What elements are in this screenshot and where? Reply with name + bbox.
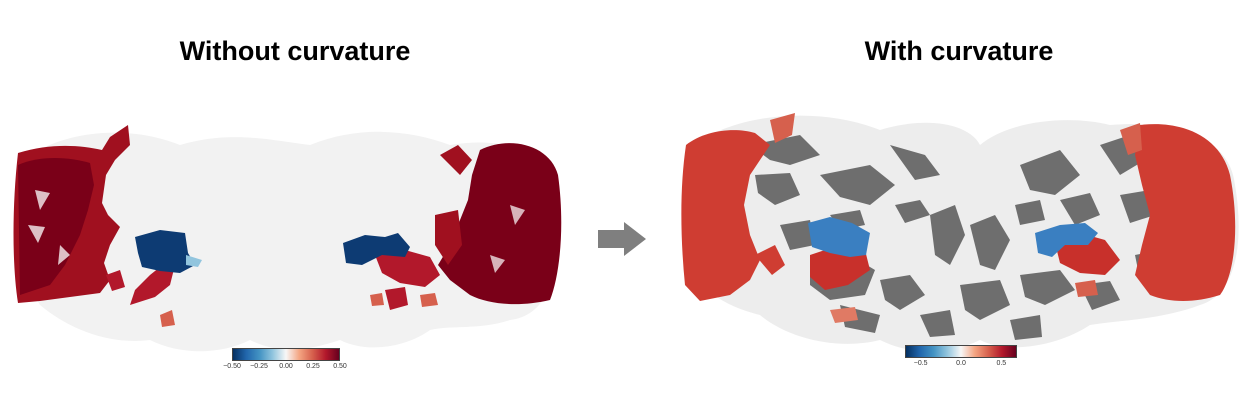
flatmap-without-curvature	[13, 125, 562, 352]
left-panel: Without curvature	[0, 0, 580, 409]
right-panel-title: With curvature	[864, 36, 1054, 66]
left-hemisphere-negative	[135, 230, 195, 273]
flatmap-with-curvature	[681, 113, 1239, 352]
right-colorbar-gradient	[905, 345, 1017, 358]
left-colorbar-gradient	[232, 348, 340, 361]
curvature-pattern	[750, 135, 1165, 340]
left-colorbar-tick: −0.25	[250, 363, 268, 370]
left-colorbar-tick: 0.25	[306, 363, 320, 370]
right-colorbar-tick: −0.5	[913, 360, 928, 367]
left-colorbar-ticks: −0.50 −0.25 0.00 0.25 0.50	[223, 361, 347, 373]
right-colorbar-ticks: −0.5 0.0 0.5	[905, 358, 1017, 370]
right-hemisphere-negative	[1035, 223, 1098, 257]
left-hemisphere-negative	[808, 217, 870, 257]
left-colorbar-tick: 0.50	[333, 363, 347, 370]
right-colorbar-tick: 0.5	[996, 360, 1007, 367]
left-panel-title: Without curvature	[179, 36, 411, 66]
right-colorbar: −0.5 0.0 0.5	[905, 345, 1017, 370]
left-colorbar-tick: 0.00	[279, 363, 293, 370]
left-colorbar-tick: −0.50	[223, 363, 241, 370]
left-hemisphere-activation	[13, 125, 175, 327]
left-colorbar: −0.50 −0.25 0.00 0.25 0.50	[223, 348, 347, 373]
right-arrow-icon	[598, 222, 646, 256]
right-hemisphere-negative	[343, 233, 410, 265]
right-colorbar-tick: 0.0	[956, 360, 966, 367]
right-hemisphere-activation	[370, 143, 562, 310]
left-blue-edge	[186, 255, 202, 267]
right-panel: With curvature	[660, 0, 1258, 409]
